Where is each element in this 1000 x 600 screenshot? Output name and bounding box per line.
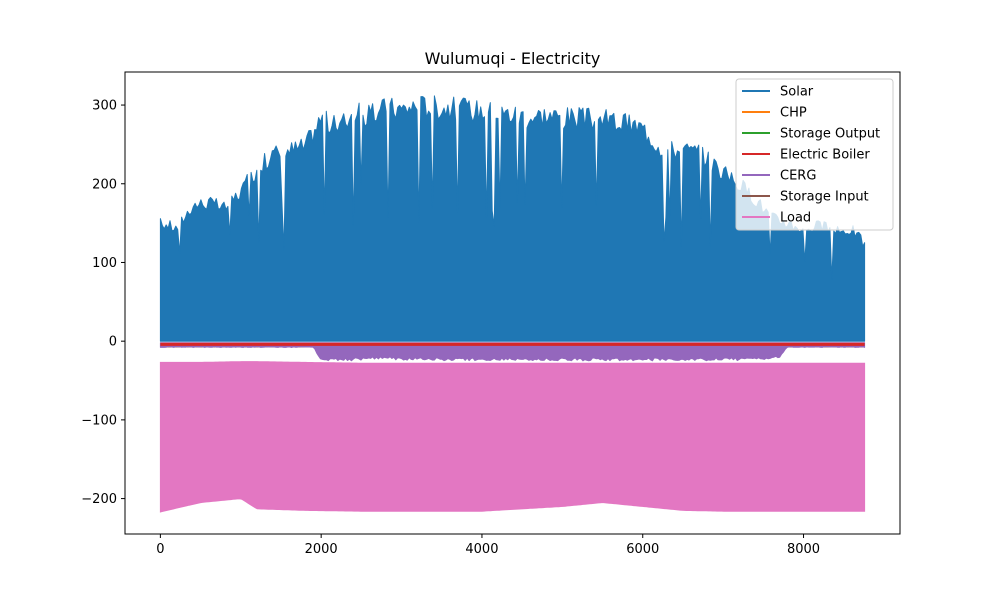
series-band-electric-boiler xyxy=(160,342,865,346)
chart-title: Wulumuqi - Electricity xyxy=(425,49,601,68)
x-tick-label: 2000 xyxy=(305,542,338,557)
y-tick-label: 200 xyxy=(92,177,117,192)
x-tick-label: 4000 xyxy=(465,542,498,557)
legend-label-cerg: CERG xyxy=(780,169,816,184)
series-area-cerg xyxy=(159,342,866,362)
legend-label-storage-output: Storage Output xyxy=(780,127,880,142)
plot-layer xyxy=(159,95,866,513)
x-tick-label: 0 xyxy=(156,542,164,557)
y-tick-label: 300 xyxy=(92,99,117,114)
y-tick-label: −200 xyxy=(81,492,117,507)
legend-label-chp: CHP xyxy=(780,106,807,121)
legend-label-electric-boiler: Electric Boiler xyxy=(780,148,870,163)
series-cerg xyxy=(159,342,866,362)
legend-label-load: Load xyxy=(780,211,811,226)
y-tick-label: −100 xyxy=(81,413,117,428)
x-tick-label: 8000 xyxy=(787,542,820,557)
ticks-layer: 0 2000 4000 6000 8000 300 200 100 0 −100 −200 xyxy=(81,99,820,557)
legend-label-storage-input: Storage Input xyxy=(780,190,869,205)
series-electric-boiler xyxy=(160,342,865,346)
x-tick-label: 6000 xyxy=(626,542,659,557)
legend-box xyxy=(735,78,894,231)
y-tick-label: 0 xyxy=(109,335,117,350)
series-area-load xyxy=(159,361,866,513)
legend-label-solar: Solar xyxy=(780,85,814,100)
series-load xyxy=(159,361,866,513)
legend: Solar CHP Storage Output Electric Boiler CER… xyxy=(735,78,894,231)
axes-frame xyxy=(124,71,901,535)
y-tick-label: 100 xyxy=(92,256,117,271)
